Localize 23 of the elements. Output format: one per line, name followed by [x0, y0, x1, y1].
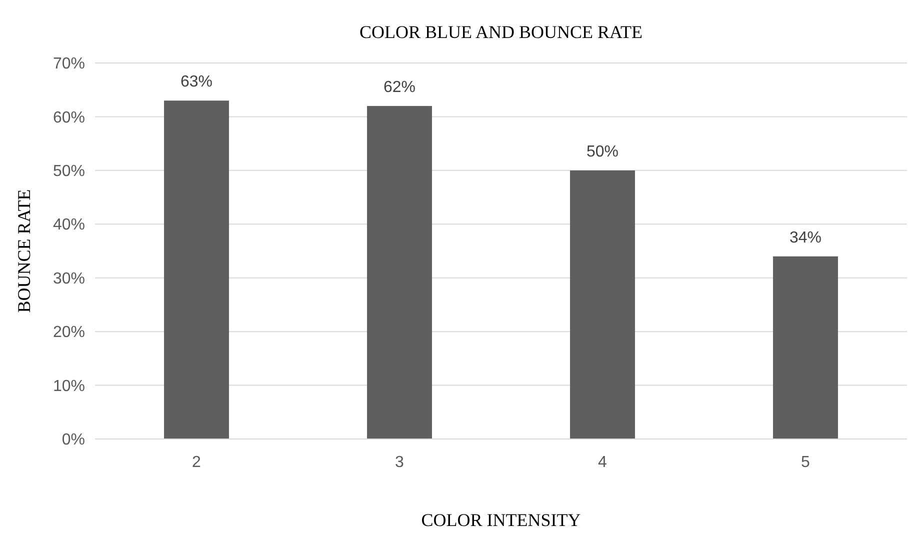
data-label: 63%	[180, 74, 213, 91]
data-label: 34%	[789, 229, 822, 246]
y-axis-title: BOUNCE RATE	[14, 189, 34, 313]
y-tick-label: 20%	[52, 324, 85, 342]
bar	[164, 100, 229, 439]
y-tick-label: 10%	[52, 378, 85, 395]
x-axis-title: COLOR INTENSITY	[421, 510, 581, 530]
x-tick-label: 3	[395, 454, 404, 471]
y-tick-label: 40%	[52, 216, 85, 234]
y-tick-label: 30%	[52, 270, 85, 288]
x-tick-label: 2	[192, 454, 202, 471]
chart-title: COLOR BLUE AND BOUNCE RATE	[359, 22, 643, 42]
y-tick-label: 50%	[52, 163, 85, 180]
bar	[570, 170, 635, 439]
x-tick-label: 5	[801, 454, 810, 471]
y-tick-label: 0%	[62, 432, 85, 449]
data-label: 50%	[586, 143, 619, 160]
x-tick-label: 4	[598, 454, 608, 471]
y-tick-label: 70%	[52, 56, 85, 73]
y-tick-label: 60%	[52, 109, 85, 126]
bar	[367, 106, 432, 439]
data-label: 62%	[383, 78, 416, 96]
bar	[773, 256, 838, 439]
